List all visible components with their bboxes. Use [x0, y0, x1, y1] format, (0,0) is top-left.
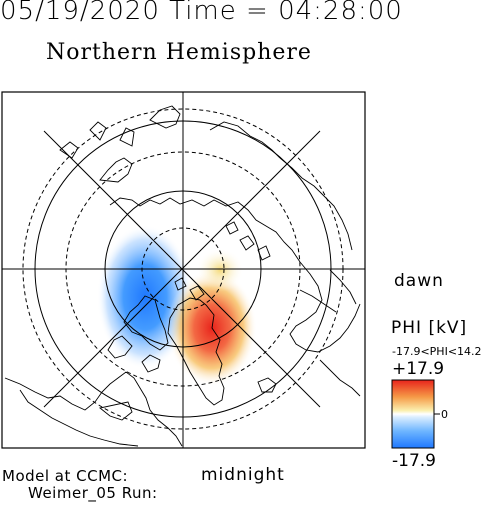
date-time-header: 05/19/2020 Time = 04:28:00	[0, 0, 403, 26]
model-info-line1: Model at CCMC:	[2, 467, 129, 485]
colorbar-range: -17.9<PHI<14.2	[392, 345, 482, 358]
map-title: Northern Hemisphere	[46, 40, 312, 65]
model-info-line2: Weimer_05 Run:	[28, 484, 158, 502]
colorbar-max-label: +17.9	[392, 359, 445, 379]
coastlines	[4, 105, 361, 447]
colorbar-min-label: -17.9	[392, 451, 436, 471]
positive-cell-lobe	[196, 248, 244, 292]
colorbar-title: PHI [kV]	[391, 318, 468, 338]
midnight-label: midnight	[201, 465, 285, 485]
meridian-diag-2	[43, 130, 321, 408]
dawn-label: dawn	[394, 271, 444, 291]
potential-field	[97, 225, 257, 386]
colorbar	[391, 379, 435, 449]
colorbar-zero-label: 0	[441, 408, 448, 421]
